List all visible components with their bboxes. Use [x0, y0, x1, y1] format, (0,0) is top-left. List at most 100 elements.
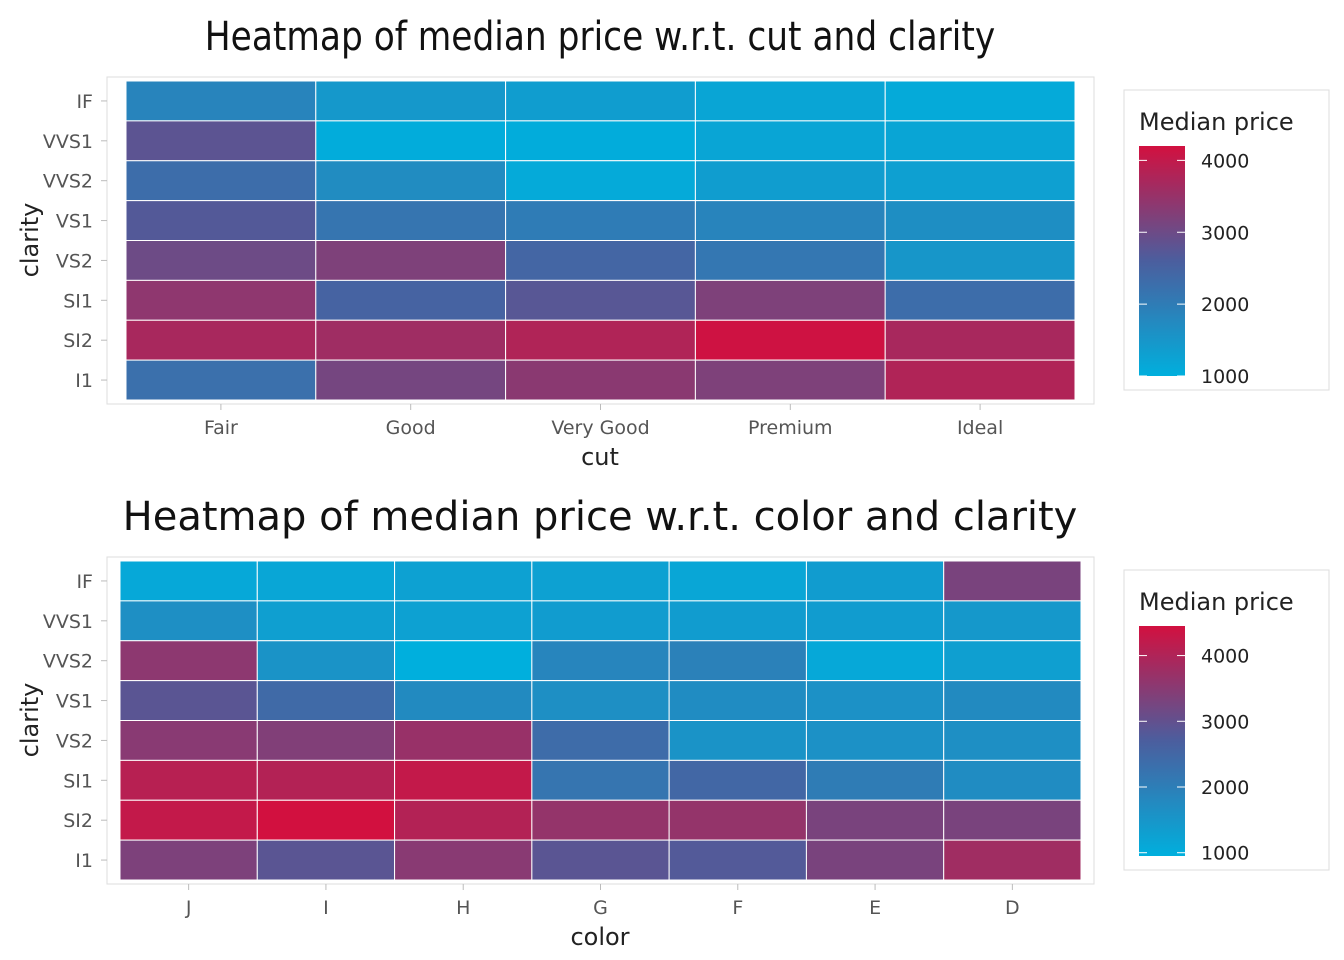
chart1-legend-label: 3000: [1201, 222, 1249, 244]
chart2-y-tick-label: I1: [75, 850, 93, 872]
chart2-tile-SI2-E: [805, 799, 945, 841]
chart1-tile-VVS1-Premium: [694, 120, 886, 162]
chart2-tile-VS2-I: [256, 720, 396, 761]
chart1-tile-SI2-Good: [315, 319, 507, 361]
chart2-tile-I1-E: [805, 839, 945, 881]
chart1-y-tick-label: VS1: [56, 211, 93, 233]
chart2-tile-I1-I: [256, 839, 396, 881]
chart2-tile-VVS2-G: [531, 640, 670, 682]
chart1-tile-VVS2-Ideal: [884, 160, 1076, 202]
chart2-x-tick-label: F: [732, 897, 743, 919]
chart1-tile-SI2-Very-Good: [505, 319, 696, 361]
chart2-tile-IF-H: [394, 560, 533, 602]
chart1-tile-VS1-Fair: [125, 200, 317, 241]
chart1-tile-I1-Fair: [125, 359, 317, 401]
chart1-tile-SI1-Fair: [125, 279, 317, 321]
chart1-tile-SI2-Fair: [125, 319, 317, 361]
chart2-tile-VVS2-D: [943, 640, 1082, 682]
chart2-legend-label: 2000: [1201, 777, 1249, 799]
chart2-tile-VVS2-J: [119, 640, 258, 682]
chart1-legend-label: 1000: [1201, 366, 1249, 388]
chart1-tile-SI1-Very-Good: [505, 279, 696, 321]
chart1-tile-SI2-Premium: [694, 319, 886, 361]
chart1-tile-VS2-Premium: [694, 240, 886, 281]
chart1-y-tick-label: SI1: [63, 290, 93, 312]
chart1-tile-VS1-Good: [315, 200, 507, 241]
chart1-x-tick-label: Good: [386, 417, 436, 439]
chart2-tile-VVS2-F: [668, 640, 807, 682]
chart1-tile-SI1-Premium: [694, 279, 886, 321]
chart1-tile-VVS2-Very-Good: [505, 160, 696, 202]
chart1-tile-IF-Ideal: [884, 80, 1076, 122]
chart2-tile-IF-E: [805, 560, 945, 602]
chart2-y-tick-label: VVS2: [43, 651, 93, 673]
chart2-tile-VS1-F: [668, 680, 807, 721]
chart1-tile-VVS1-Good: [315, 120, 507, 162]
chart2-x-tick-label: E: [869, 897, 881, 919]
chart2-tile-VVS1-F: [668, 600, 807, 642]
chart1-tile-VS1-Ideal: [884, 200, 1076, 241]
chart2-tile-SI2-G: [531, 799, 670, 841]
chart2-x-tick-label: H: [456, 897, 470, 919]
chart1-tile-VVS1-Very-Good: [505, 120, 696, 162]
chart2-tile-VVS1-J: [119, 600, 258, 642]
chart1-colorbar: [1139, 146, 1185, 376]
chart2-legend-label: 4000: [1201, 646, 1249, 668]
chart2-tile-VVS1-D: [943, 600, 1082, 642]
chart2-x-tick-label: D: [1005, 897, 1020, 919]
chart2-tile-VVS1-E: [805, 600, 945, 642]
chart1-tile-IF-Fair: [125, 80, 317, 122]
chart2-tile-IF-I: [256, 560, 396, 602]
chart2-tile-SI1-F: [668, 759, 807, 801]
chart2-tile-SI2-J: [119, 799, 258, 841]
chart2-tile-VS2-H: [394, 720, 533, 761]
chart2-tile-I1-G: [531, 839, 670, 881]
chart1-tile-IF-Very-Good: [505, 80, 696, 122]
chart2-y-tick-label: VS1: [56, 691, 93, 713]
chart1-title: Heatmap of median price w.r.t. cut and c…: [205, 12, 995, 59]
chart2-y-tick-label: SI1: [63, 770, 93, 792]
chart1-tile-IF-Good: [315, 80, 507, 122]
chart1-tile-VS2-Very-Good: [505, 240, 696, 281]
chart1-x-axis-title: cut: [581, 443, 619, 471]
chart1-y-tick-label: VVS2: [43, 171, 93, 193]
chart2-tile-I1-J: [119, 839, 258, 881]
chart2-tile-VS1-E: [805, 680, 945, 721]
chart1-tile-VS1-Very-Good: [505, 200, 696, 241]
chart2-tile-VS2-E: [805, 720, 945, 761]
chart1-tile-VVS2-Fair: [125, 160, 317, 202]
chart1-legend-box: [1123, 89, 1330, 391]
chart2-tile-I1-F: [668, 839, 807, 881]
chart1-x-tick-label: Very Good: [551, 417, 649, 439]
chart2-tile-IF-D: [943, 560, 1082, 602]
chart1-legend-label: 4000: [1201, 150, 1249, 172]
chart1-tile-SI1-Good: [315, 279, 507, 321]
chart1-tile-VVS2-Premium: [694, 160, 886, 202]
chart1-y-tick-label: SI2: [63, 330, 93, 352]
chart1-legend-label: 2000: [1201, 294, 1249, 316]
chart1-x-tick-label: Fair: [204, 417, 238, 439]
chart1-tile-I1-Good: [315, 359, 507, 401]
chart2-y-tick-label: SI2: [63, 810, 93, 832]
chart2-legend-label: 1000: [1201, 843, 1249, 865]
chart1-tile-IF-Premium: [694, 80, 886, 122]
chart2-tile-SI2-D: [943, 799, 1082, 841]
chart1-tile-I1-Ideal: [884, 359, 1076, 401]
chart2-y-tick-label: VVS1: [43, 611, 93, 633]
chart1-y-tick-label: I1: [75, 370, 93, 392]
chart2-colorbar: [1139, 626, 1185, 856]
chart1-x-tick-label: Premium: [748, 417, 833, 439]
chart2-title: Heatmap of median price w.r.t. color and…: [123, 494, 1078, 540]
chart2-tile-VVS1-H: [394, 600, 533, 642]
chart2-tile-I1-D: [943, 839, 1082, 881]
chart1-tile-VS2-Ideal: [884, 240, 1076, 281]
chart2-tile-SI2-H: [394, 799, 533, 841]
chart1-tile-VS2-Fair: [125, 240, 317, 281]
chart2-tile-SI1-J: [119, 759, 258, 801]
chart2-tile-SI1-G: [531, 759, 670, 801]
chart2-tile-SI1-I: [256, 759, 396, 801]
chart2-x-tick-label: I: [323, 897, 329, 919]
chart2-tile-SI1-D: [943, 759, 1082, 801]
chart1-y-tick-label: VVS1: [43, 131, 93, 153]
